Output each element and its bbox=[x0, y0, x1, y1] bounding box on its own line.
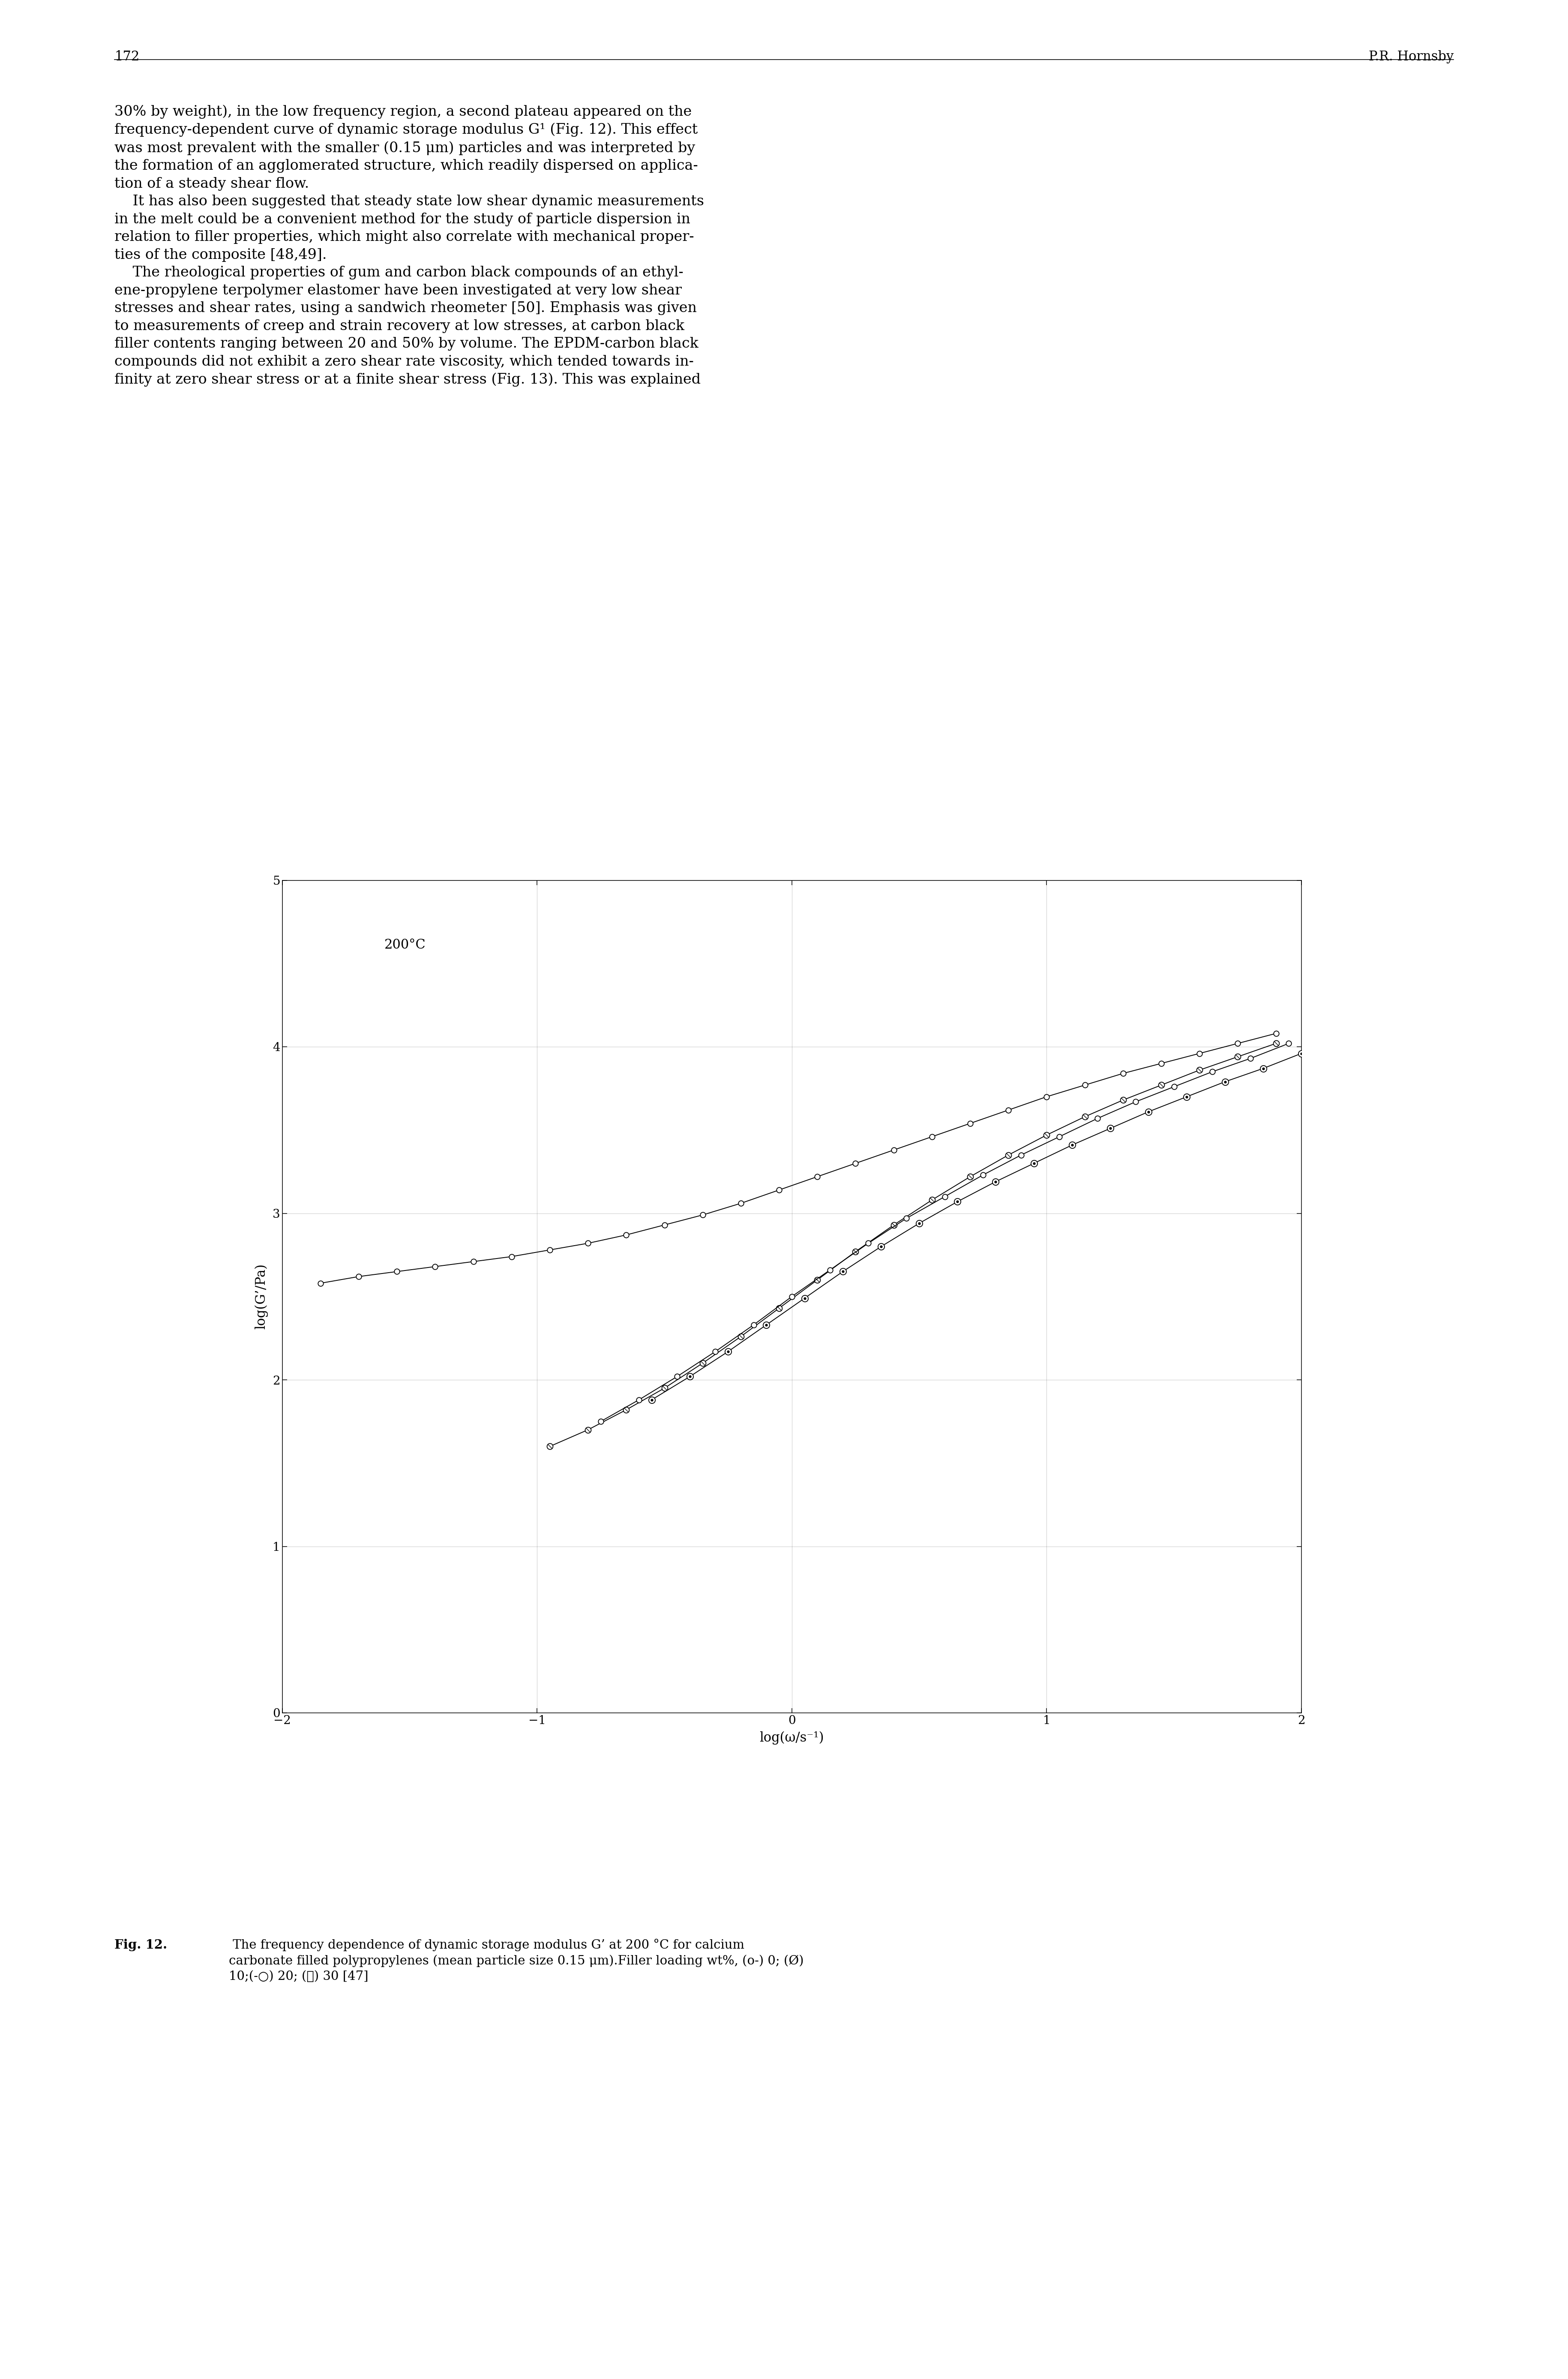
Text: P.R. Hornsby: P.R. Hornsby bbox=[1369, 50, 1454, 64]
Text: 200°C: 200°C bbox=[384, 937, 425, 952]
Y-axis label: log(G’/Pa): log(G’/Pa) bbox=[254, 1263, 268, 1330]
Text: The frequency dependence of dynamic storage modulus G’ at 200 °C for calcium
car: The frequency dependence of dynamic stor… bbox=[229, 1939, 804, 1982]
Text: 172: 172 bbox=[114, 50, 140, 64]
X-axis label: log(ω/s⁻¹): log(ω/s⁻¹) bbox=[759, 1732, 825, 1744]
Text: 30% by weight), in the low frequency region, a second plateau appeared on the
fr: 30% by weight), in the low frequency reg… bbox=[114, 105, 704, 388]
Text: Fig. 12.: Fig. 12. bbox=[114, 1939, 168, 1951]
